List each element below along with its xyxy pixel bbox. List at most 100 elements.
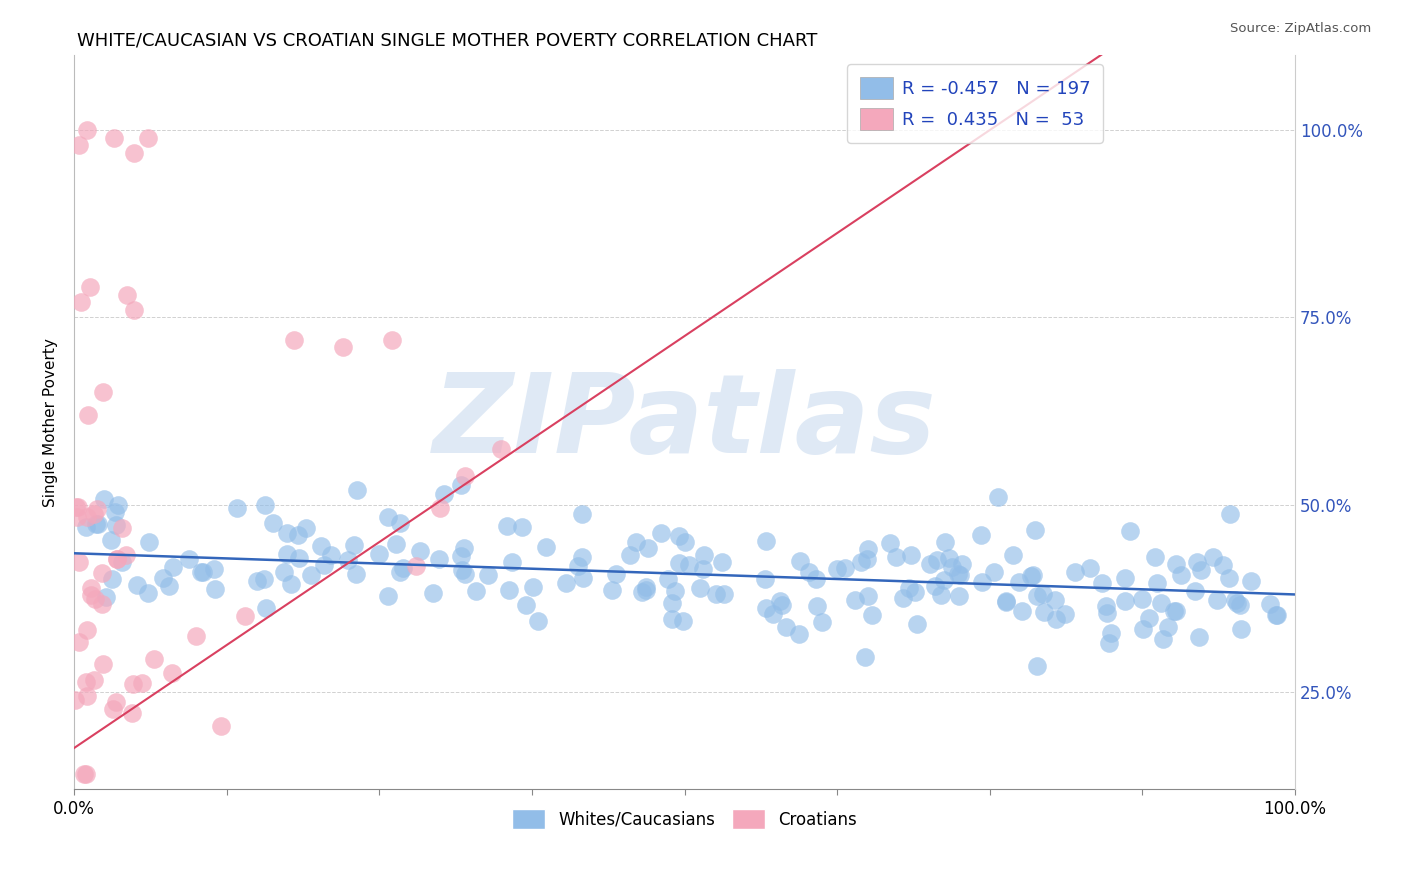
Point — [657, 572, 679, 586]
Point — [673, 535, 696, 549]
Point — [527, 614, 550, 628]
Point — [856, 542, 879, 557]
Point — [80, 588, 103, 602]
Point — [1202, 550, 1225, 565]
Point — [115, 548, 138, 562]
Point — [1219, 507, 1241, 521]
Point — [650, 525, 672, 540]
Point — [1137, 610, 1160, 624]
Point — [711, 555, 734, 569]
Point — [631, 585, 654, 599]
Point — [624, 534, 647, 549]
Point — [775, 620, 797, 634]
Point — [787, 627, 810, 641]
Point — [948, 589, 970, 603]
Point — [111, 521, 134, 535]
Point — [160, 666, 183, 681]
Point — [572, 571, 595, 585]
Point — [1011, 604, 1033, 618]
Point — [755, 600, 778, 615]
Point — [83, 673, 105, 687]
Point — [1163, 604, 1185, 618]
Text: WHITE/CAUCASIAN VS CROATIAN SINGLE MOTHER POVERTY CORRELATION CHART: WHITE/CAUCASIAN VS CROATIAN SINGLE MOTHE… — [77, 31, 818, 49]
Point — [1091, 576, 1114, 591]
Y-axis label: Single Mother Poverty: Single Mother Poverty — [44, 338, 58, 507]
Point — [1185, 555, 1208, 569]
Point — [905, 617, 928, 632]
Point — [67, 138, 90, 153]
Point — [67, 635, 90, 649]
Point — [346, 483, 368, 498]
Point — [664, 584, 686, 599]
Point — [920, 557, 942, 571]
Point — [101, 572, 124, 586]
Point — [619, 548, 641, 562]
Point — [811, 615, 834, 629]
Point — [884, 550, 907, 565]
Point — [924, 579, 946, 593]
Point — [860, 608, 883, 623]
Point — [454, 567, 477, 582]
Point — [450, 549, 472, 564]
Point — [91, 597, 114, 611]
Point — [637, 541, 659, 555]
Point — [1218, 571, 1240, 585]
Point — [159, 579, 181, 593]
Point — [179, 552, 201, 566]
Point — [571, 507, 593, 521]
Point — [86, 501, 108, 516]
Point — [104, 695, 127, 709]
Point — [522, 580, 544, 594]
Point — [1166, 604, 1188, 618]
Point — [636, 580, 658, 594]
Point — [186, 629, 208, 643]
Point — [246, 574, 269, 589]
Point — [104, 517, 127, 532]
Point — [377, 589, 399, 603]
Point — [987, 490, 1010, 504]
Point — [100, 533, 122, 547]
Point — [433, 487, 456, 501]
Point — [127, 578, 149, 592]
Point — [202, 562, 225, 576]
Point — [75, 767, 97, 781]
Point — [755, 534, 778, 549]
Point — [90, 566, 112, 580]
Point — [67, 555, 90, 569]
Point — [107, 498, 129, 512]
Point — [254, 498, 277, 512]
Point — [76, 123, 98, 137]
Point — [103, 702, 125, 716]
Point — [76, 689, 98, 703]
Point — [190, 566, 212, 580]
Point — [1024, 523, 1046, 537]
Point — [377, 509, 399, 524]
Point — [79, 280, 101, 294]
Point — [66, 510, 89, 524]
Point — [136, 130, 159, 145]
Point — [405, 558, 427, 573]
Point — [283, 333, 305, 347]
Point — [661, 596, 683, 610]
Point — [1114, 593, 1136, 607]
Point — [668, 556, 690, 570]
Point — [1164, 557, 1187, 571]
Point — [288, 551, 311, 566]
Point — [295, 521, 318, 535]
Point — [1008, 574, 1031, 589]
Point — [900, 548, 922, 562]
Point — [1240, 574, 1263, 589]
Point — [337, 552, 360, 566]
Point — [66, 500, 89, 514]
Point — [806, 599, 828, 613]
Point — [391, 561, 413, 575]
Point — [380, 333, 402, 347]
Point — [70, 295, 93, 310]
Point — [1132, 622, 1154, 636]
Point — [225, 501, 247, 516]
Point — [115, 288, 138, 302]
Point — [1026, 658, 1049, 673]
Point — [904, 585, 927, 599]
Point — [938, 550, 960, 565]
Point — [498, 582, 520, 597]
